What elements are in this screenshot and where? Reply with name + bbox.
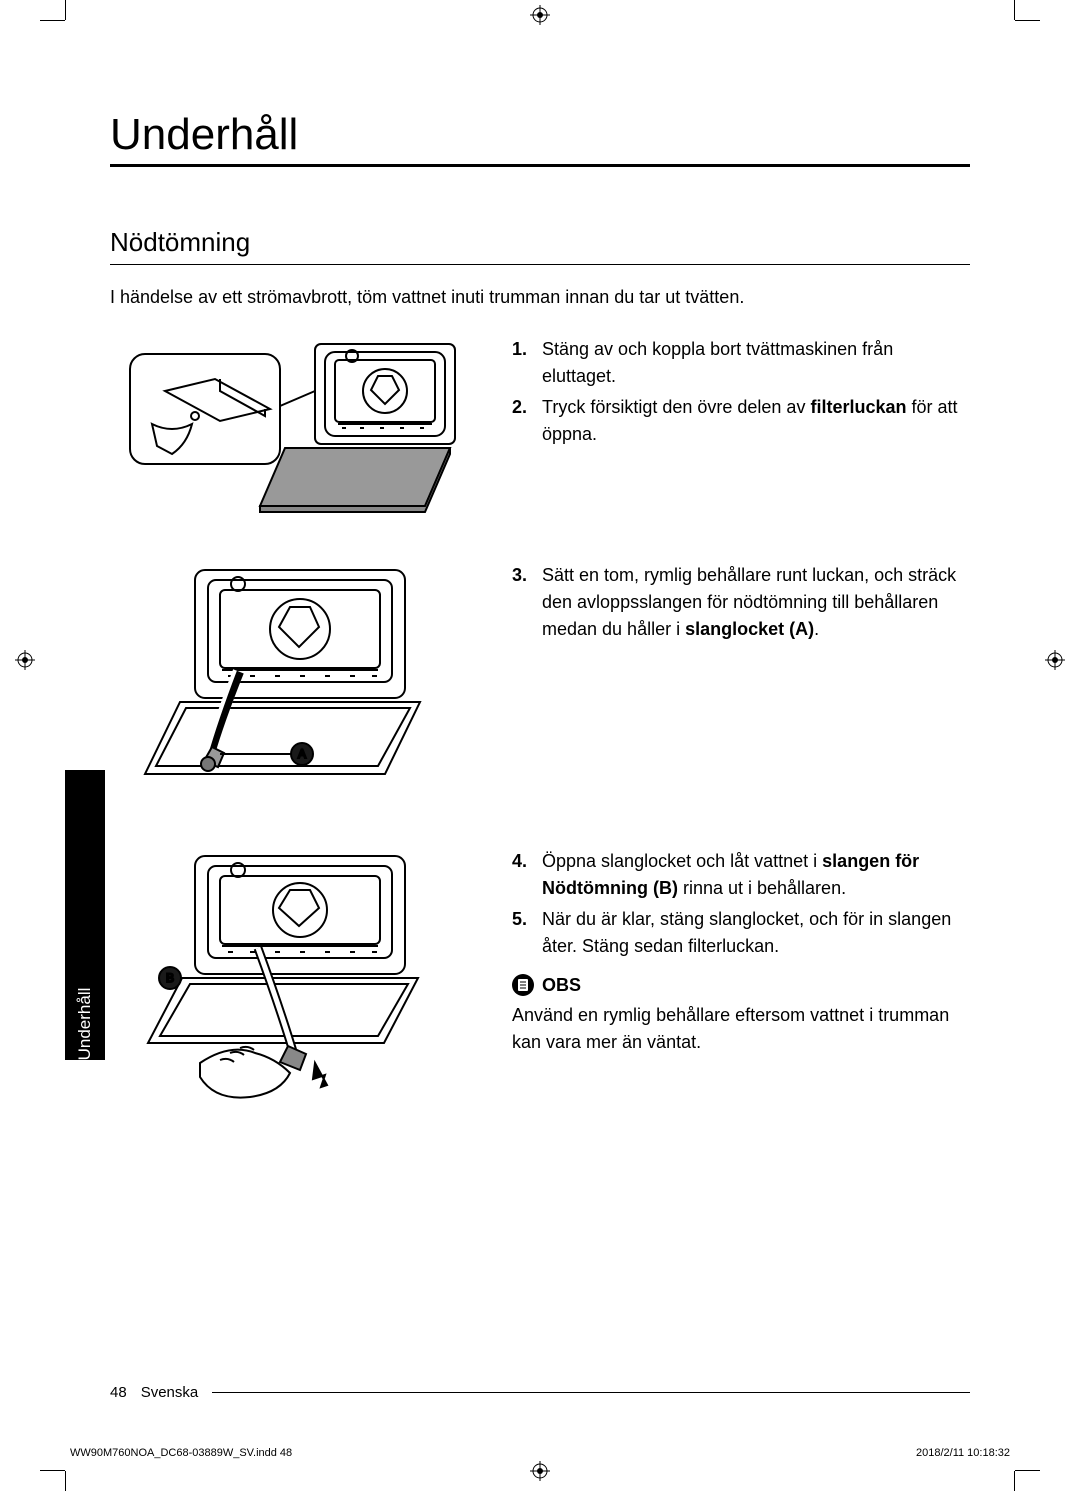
svg-text:A: A <box>298 747 306 761</box>
instruction-row-2: A Sätt en tom, rymlig behållare runt luc… <box>110 562 970 812</box>
footer-rule <box>212 1392 970 1393</box>
crop-mark <box>65 0 66 20</box>
step-item: Öppna slanglocket och låt vattnet i slan… <box>512 848 970 902</box>
step-item: Tryck försiktigt den övre delen av filte… <box>512 394 970 448</box>
registration-mark-icon <box>1045 650 1065 670</box>
note-label: OBS <box>542 975 581 996</box>
note-header: OBS <box>512 974 970 996</box>
instructions-block-3: Öppna slanglocket och låt vattnet i slan… <box>502 848 970 1108</box>
step-item: Stäng av och koppla bort tvättmaskinen f… <box>512 336 970 390</box>
note-text: Använd en rymlig behållare eftersom vatt… <box>512 1002 970 1056</box>
instructions-block-1: Stäng av och koppla bort tvättmaskinen f… <box>502 336 970 526</box>
figure-2: A <box>110 562 470 812</box>
title-rule <box>110 164 970 167</box>
registration-mark-icon <box>15 650 35 670</box>
crop-mark <box>1015 1470 1040 1471</box>
page-number: 48 <box>110 1384 127 1401</box>
registration-mark-icon <box>530 5 550 25</box>
step-item: När du är klar, stäng slanglocket, och f… <box>512 906 970 960</box>
crop-mark <box>40 1470 65 1471</box>
main-title: Underhåll <box>110 110 970 160</box>
registration-mark-icon <box>530 1461 550 1481</box>
crop-mark <box>1015 20 1040 21</box>
step-item: Sätt en tom, rymlig behållare runt lucka… <box>512 562 970 643</box>
crop-mark <box>1014 1471 1015 1491</box>
figure-3: B <box>110 848 470 1108</box>
doc-meta-filename: WW90M760NOA_DC68-03889W_SV.indd 48 <box>70 1447 292 1459</box>
language-label: Svenska <box>141 1384 199 1401</box>
note-icon <box>512 974 534 996</box>
svg-text:B: B <box>166 971 174 985</box>
page-footer: 48 Svenska <box>110 1384 970 1401</box>
figure-1 <box>110 336 470 526</box>
instruction-row-1: Stäng av och koppla bort tvättmaskinen f… <box>110 336 970 526</box>
doc-meta-timestamp: 2018/2/11 10:18:32 <box>916 1447 1010 1459</box>
section-tab: Underhåll <box>65 770 105 1060</box>
section-title: Nödtömning <box>110 227 970 258</box>
section-tab-label: Underhåll <box>75 987 95 1060</box>
crop-mark <box>1014 0 1015 20</box>
crop-mark <box>65 1471 66 1491</box>
section-rule <box>110 264 970 265</box>
instruction-row-3: B Öppna slanglocket och låt vattnet i sl… <box>110 848 970 1108</box>
crop-mark <box>40 20 65 21</box>
intro-text: I händelse av ett strömavbrott, töm vatt… <box>110 287 970 308</box>
instructions-block-2: Sätt en tom, rymlig behållare runt lucka… <box>502 562 970 812</box>
page-content: Underhåll Underhåll Nödtömning I händels… <box>110 110 970 1401</box>
